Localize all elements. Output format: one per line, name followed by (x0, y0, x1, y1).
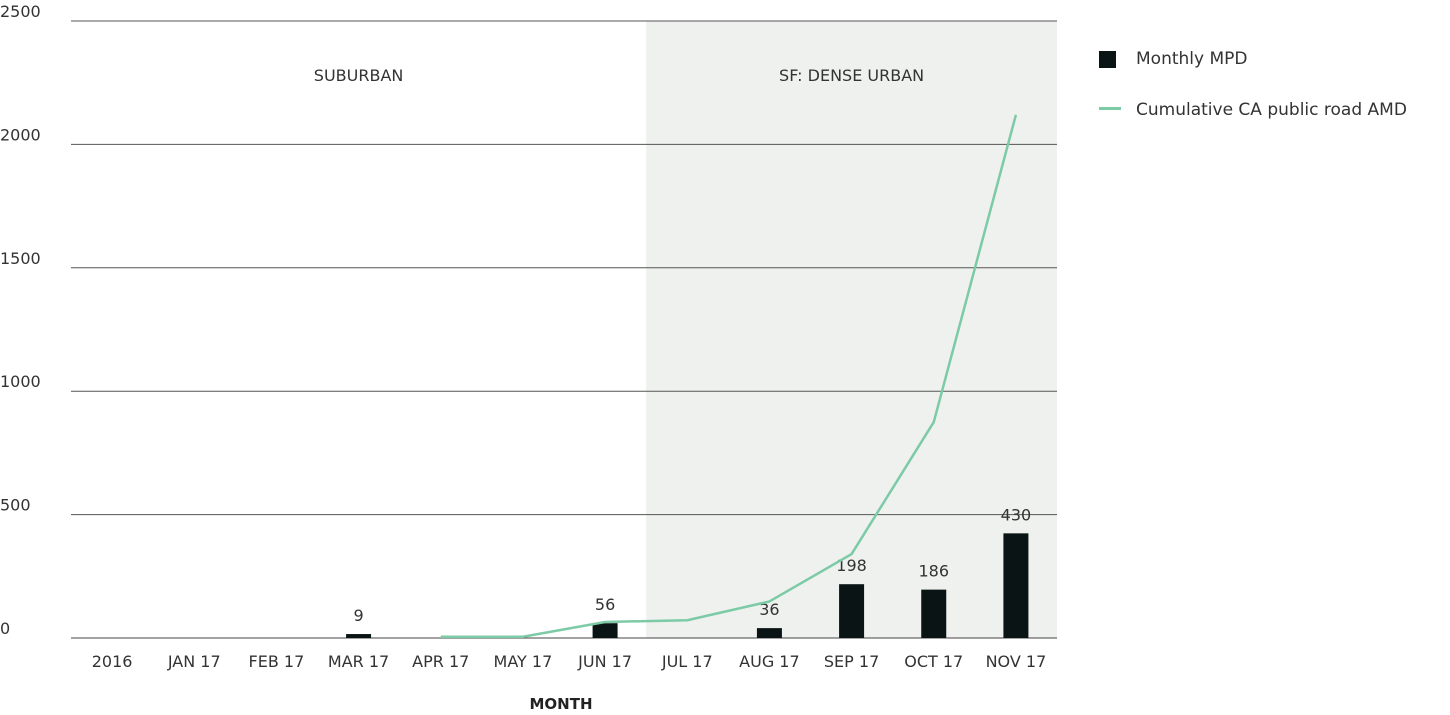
legend-swatch-monthly-mpd (1099, 51, 1116, 68)
bar-label-3: 9 (353, 606, 363, 625)
x-tick-label-5: MAY 17 (494, 652, 553, 671)
x-tick-label-7: JUL 17 (661, 652, 713, 671)
y-tick-label-2500: 2500 (0, 2, 41, 21)
bar-8 (756, 628, 782, 638)
bar-label-10: 186 (918, 562, 949, 581)
y-tick-label-1500: 1500 (0, 249, 41, 268)
x-tick-label-8: AUG 17 (739, 652, 800, 671)
region-label-1: SF: DENSE URBAN (779, 66, 924, 85)
x-tick-label-1: JAN 17 (167, 652, 221, 671)
bar-label-8: 36 (759, 600, 779, 619)
bar-6 (592, 623, 618, 638)
bar-label-9: 198 (836, 556, 867, 575)
regions: SUBURBAN SF: DENSE URBAN (314, 21, 1057, 638)
x-tick-label-3: MAR 17 (328, 652, 389, 671)
bar-11 (1003, 533, 1029, 638)
bar-3 (346, 634, 372, 638)
bar-label-11: 430 (1001, 505, 1032, 524)
y-tick-label-2000: 2000 (0, 125, 41, 144)
legend-label-cumulative-amd: Cumulative CA public road AMD (1136, 100, 1407, 120)
legend: Monthly MPD Cumulative CA public road AM… (1099, 49, 1407, 120)
x-tick-label-4: APR 17 (412, 652, 469, 671)
x-tick-label-2: FEB 17 (249, 652, 305, 671)
grid-lines (71, 20, 1057, 639)
bar-9 (839, 584, 865, 638)
x-tick-label-10: OCT 17 (904, 652, 963, 671)
x-tick-label-9: SEP 17 (824, 652, 879, 671)
legend-swatch-cumulative-amd (1099, 107, 1121, 110)
y-axis-ticks: 0 500 1000 1500 2000 2500 (0, 2, 41, 638)
x-tick-label-11: NOV 17 (986, 652, 1047, 671)
x-tick-label-0: 2016 (92, 652, 133, 671)
x-tick-label-6: JUN 17 (577, 652, 632, 671)
region-label-0: SUBURBAN (314, 66, 404, 85)
bar-label-6: 56 (595, 595, 615, 614)
y-tick-label-500: 500 (0, 496, 31, 515)
line-cumulative-amd (440, 114, 1018, 639)
y-tick-label-1000: 1000 (0, 372, 41, 391)
x-axis-ticks: 2016 JAN 17 FEB 17 MAR 17 APR 17 MAY 17 JUN 17… (92, 652, 1047, 671)
y-tick-label-0: 0 (0, 619, 10, 638)
bars-monthly-mpd (346, 533, 1029, 638)
bar-10 (921, 589, 947, 638)
legend-label-monthly-mpd: Monthly MPD (1136, 49, 1247, 69)
region-shade-1 (646, 21, 1057, 638)
line-path-cumulative (440, 114, 1018, 639)
bar-data-labels: 9 56 36 198 186 430 (353, 505, 1031, 625)
x-axis-title: MONTH (529, 695, 592, 713)
